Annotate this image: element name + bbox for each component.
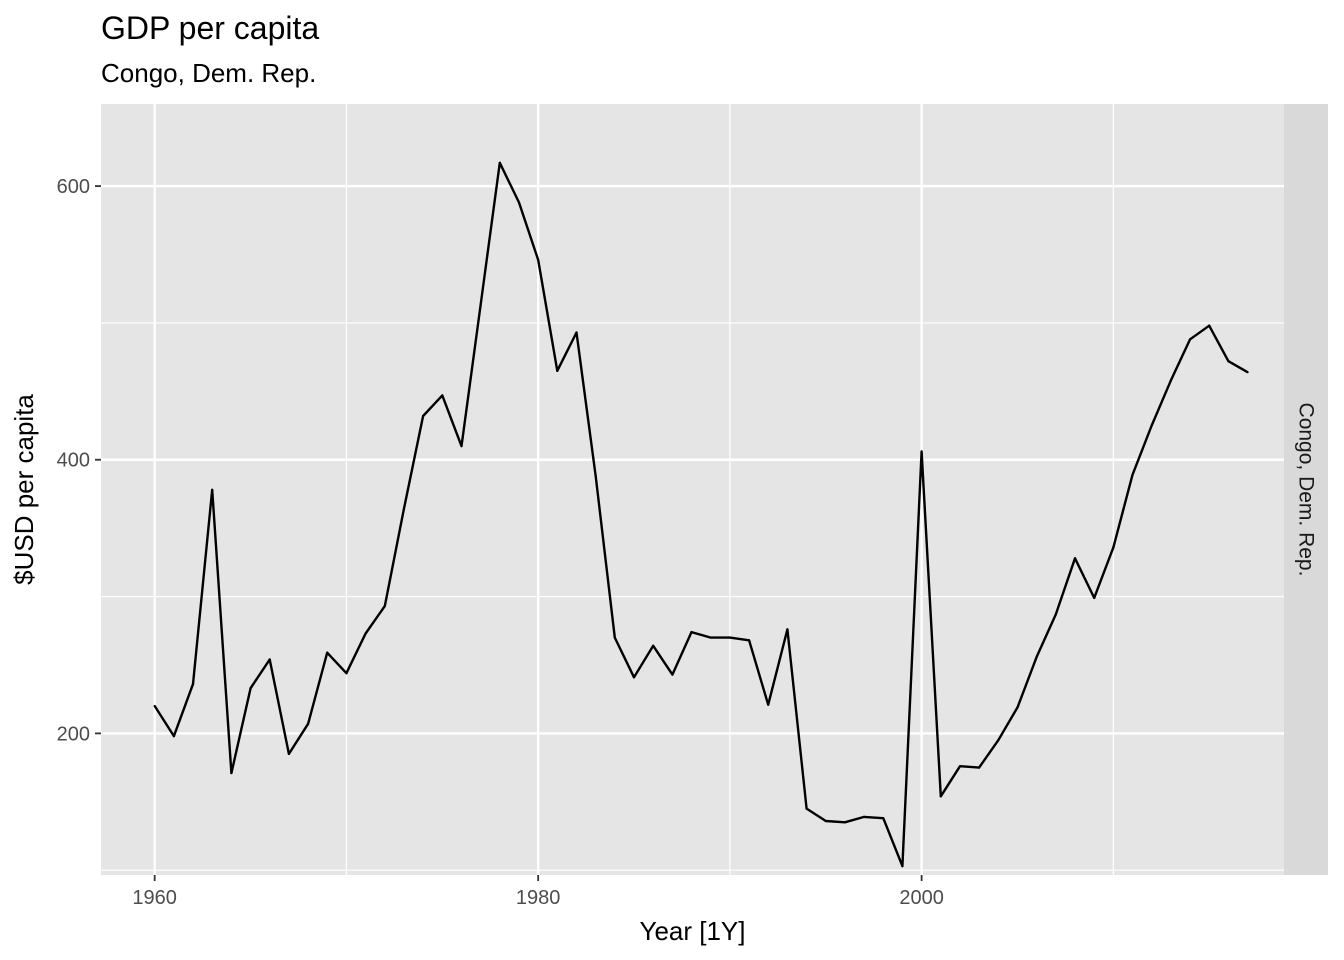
data-point bbox=[939, 795, 942, 798]
data-points bbox=[153, 161, 1249, 868]
data-point bbox=[728, 636, 731, 639]
data-point bbox=[460, 444, 463, 448]
data-point bbox=[230, 771, 233, 775]
x-tick-label: 1960 bbox=[132, 887, 177, 909]
data-point bbox=[211, 488, 214, 491]
data-point bbox=[1054, 613, 1057, 616]
x-tick-label: 1980 bbox=[516, 887, 561, 909]
data-point bbox=[920, 450, 923, 453]
y-axis-title: $USD per capita bbox=[9, 394, 39, 585]
data-point bbox=[517, 201, 521, 204]
data-point bbox=[1073, 557, 1077, 560]
data-point bbox=[671, 673, 674, 676]
data-point bbox=[479, 304, 482, 307]
major-gridlines bbox=[101, 104, 1284, 875]
data-point bbox=[824, 819, 827, 823]
data-point bbox=[1035, 655, 1038, 658]
data-point bbox=[1150, 424, 1153, 427]
data-point bbox=[632, 676, 636, 679]
data-point bbox=[843, 821, 847, 824]
data-point bbox=[882, 817, 885, 820]
data-point bbox=[441, 394, 444, 397]
y-axis-ticks: 200 400 600 bbox=[57, 176, 101, 745]
data-point bbox=[364, 632, 367, 635]
data-point bbox=[709, 636, 712, 639]
chart-title: GDP per capita bbox=[101, 10, 320, 46]
y-tick-label: 400 bbox=[57, 450, 90, 472]
data-point bbox=[1131, 473, 1134, 476]
y-tick-label: 200 bbox=[57, 723, 90, 745]
data-point bbox=[326, 651, 329, 654]
data-point bbox=[805, 807, 808, 810]
gdp-series-line bbox=[153, 161, 1249, 868]
x-axis-title: Year [1Y] bbox=[639, 916, 745, 946]
data-point bbox=[153, 704, 156, 708]
data-point bbox=[1188, 338, 1192, 341]
data-point bbox=[1016, 706, 1019, 709]
data-point bbox=[901, 865, 904, 868]
data-point bbox=[978, 766, 981, 769]
data-point bbox=[287, 752, 290, 756]
data-point bbox=[383, 605, 386, 608]
data-point bbox=[1227, 360, 1230, 363]
data-point bbox=[575, 331, 578, 334]
data-point bbox=[402, 507, 406, 511]
facet-strip-label: Congo, Dem. Rep. bbox=[1295, 403, 1318, 577]
data-point bbox=[537, 258, 540, 262]
x-tick-label: 2000 bbox=[899, 887, 944, 909]
data-point bbox=[1093, 596, 1096, 600]
data-point bbox=[172, 735, 175, 738]
data-point bbox=[268, 658, 271, 661]
plot-panel bbox=[101, 104, 1284, 875]
facet-strip bbox=[1284, 104, 1328, 875]
data-point bbox=[594, 475, 597, 478]
minor-gridlines bbox=[101, 104, 1284, 875]
data-point bbox=[690, 631, 693, 634]
data-point bbox=[345, 672, 348, 675]
data-point bbox=[1112, 546, 1115, 549]
data-point bbox=[786, 628, 789, 631]
data-point bbox=[422, 414, 425, 418]
data-point bbox=[191, 683, 195, 686]
data-point bbox=[652, 644, 655, 647]
data-point bbox=[1208, 324, 1211, 327]
data-point bbox=[556, 369, 559, 372]
x-axis-ticks: 1960 1980 2000 bbox=[132, 875, 944, 909]
data-point bbox=[306, 722, 310, 725]
data-point bbox=[498, 161, 501, 164]
data-point bbox=[1246, 371, 1249, 374]
data-point bbox=[249, 687, 252, 690]
data-point bbox=[747, 639, 751, 642]
data-point bbox=[1169, 379, 1172, 382]
chart-subtitle: Congo, Dem. Rep. bbox=[101, 58, 317, 88]
y-tick-label: 600 bbox=[57, 176, 90, 198]
data-point bbox=[767, 703, 770, 706]
data-point bbox=[958, 765, 962, 768]
data-point bbox=[997, 739, 1000, 742]
data-point bbox=[863, 815, 866, 818]
data-point bbox=[613, 636, 616, 639]
